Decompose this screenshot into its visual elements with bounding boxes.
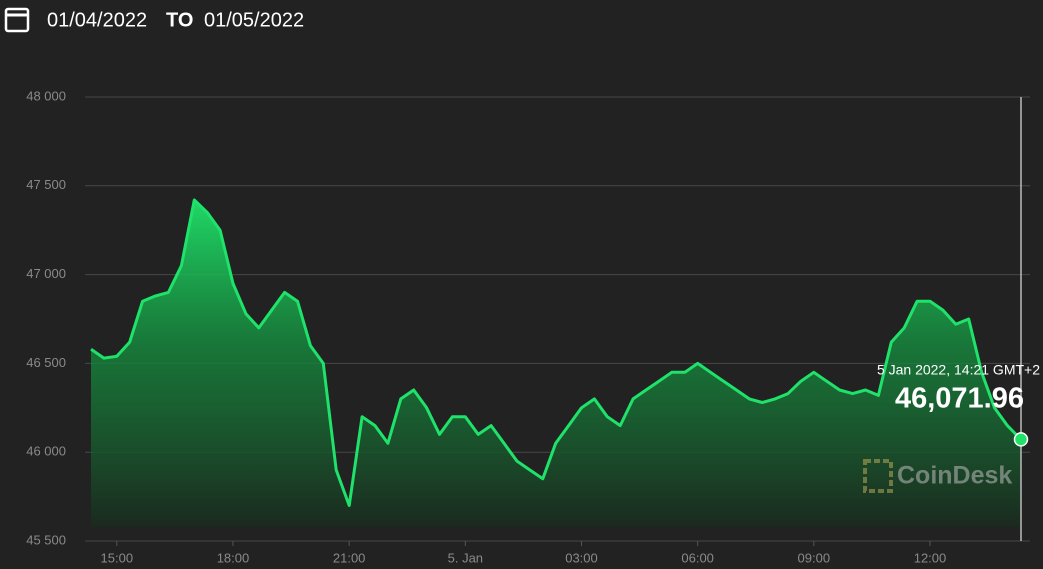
- x-tick-label: 09:00: [798, 550, 831, 565]
- x-tick-label: 21:00: [333, 550, 366, 565]
- tooltip-value: 46,071.96: [895, 383, 1024, 415]
- y-tick-label: 47 000: [26, 266, 66, 281]
- calendar-icon[interactable]: [4, 7, 30, 33]
- y-tick-label: 48 000: [26, 88, 66, 103]
- y-tick-label: 47 500: [26, 177, 66, 192]
- overlay: 5 Jan 2022, 14:21 GMT+2 46,071.96: [877, 97, 1040, 541]
- x-tick-label: 03:00: [565, 550, 598, 565]
- x-tick-label: 12:00: [914, 550, 947, 565]
- hover-point: [1013, 432, 1029, 447]
- x-tick-label: 06:00: [681, 550, 714, 565]
- area: [91, 200, 1021, 527]
- watermark-text: CoinDesk: [897, 462, 1012, 490]
- line: [90, 198, 1023, 507]
- tooltip-date: 5 Jan 2022, 14:21 GMT+2: [877, 362, 1040, 378]
- x-tick-label: 5. Jan: [448, 550, 483, 565]
- y-tick-label: 46 000: [26, 444, 66, 459]
- x-tick-label: 18:00: [217, 550, 250, 565]
- watermark: CoinDesk: [863, 459, 1012, 493]
- date-from[interactable]: 01/04/2022: [47, 9, 147, 31]
- date-separator: TO: [166, 9, 193, 31]
- y-tick-label: 46 500: [26, 355, 66, 370]
- y-tick-label: 45 500: [26, 532, 66, 547]
- date-to[interactable]: 01/05/2022: [204, 9, 304, 31]
- plot: 45 500 46 000 46 500 47 000 47 500 48 000 15:0…: [26, 88, 1030, 565]
- x-tick-label: 15:00: [101, 550, 134, 565]
